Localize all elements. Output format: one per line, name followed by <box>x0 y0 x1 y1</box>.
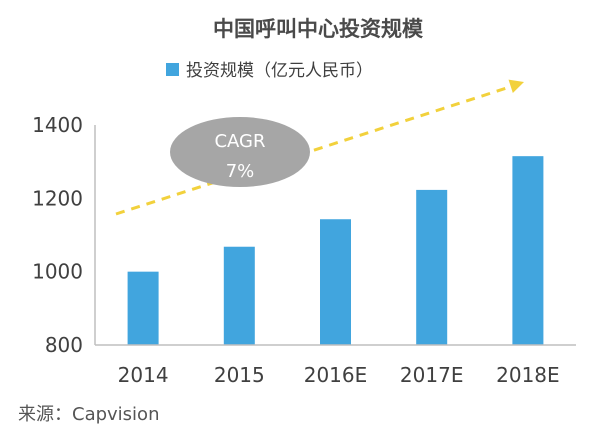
cagr-value: 7% <box>226 161 255 182</box>
bar-2016E <box>320 219 351 345</box>
y-tick-label: 1200 <box>32 186 83 210</box>
bar-2017E <box>416 189 448 345</box>
x-axis: 2014 2015 2016E 2017E 2018E <box>95 344 576 387</box>
x-tick-label: 2017E <box>400 363 464 387</box>
bar-2015 <box>223 246 255 345</box>
chart-title: 中国呼叫中心投资规模 <box>213 17 424 41</box>
y-tick-label: 1400 <box>32 113 83 137</box>
bars <box>127 156 544 345</box>
legend-label: 投资规模（亿元人民币） <box>186 61 373 81</box>
y-axis: 800 1000 1200 1400 <box>32 113 96 357</box>
legend: 投资规模（亿元人民币） <box>166 61 373 81</box>
trend-line <box>115 83 517 216</box>
cagr-bubble: CAGR 7% <box>170 117 310 187</box>
cagr-trend-arrow <box>115 79 524 216</box>
bar-2014 <box>127 271 159 345</box>
x-tick-label: 2015 <box>214 363 265 387</box>
source-note: 来源：Capvision <box>18 404 159 425</box>
legend-swatch <box>166 63 179 76</box>
bar-2018E <box>512 156 544 345</box>
x-tick-label: 2016E <box>304 363 368 387</box>
trend-arrowhead <box>508 79 524 93</box>
x-tick-label: 2014 <box>118 363 169 387</box>
y-tick-label: 800 <box>45 333 83 357</box>
cagr-label: CAGR <box>214 131 265 152</box>
y-tick-label: 1000 <box>32 260 83 284</box>
cagr-ellipse <box>170 117 310 187</box>
x-tick-label: 2018E <box>496 363 560 387</box>
